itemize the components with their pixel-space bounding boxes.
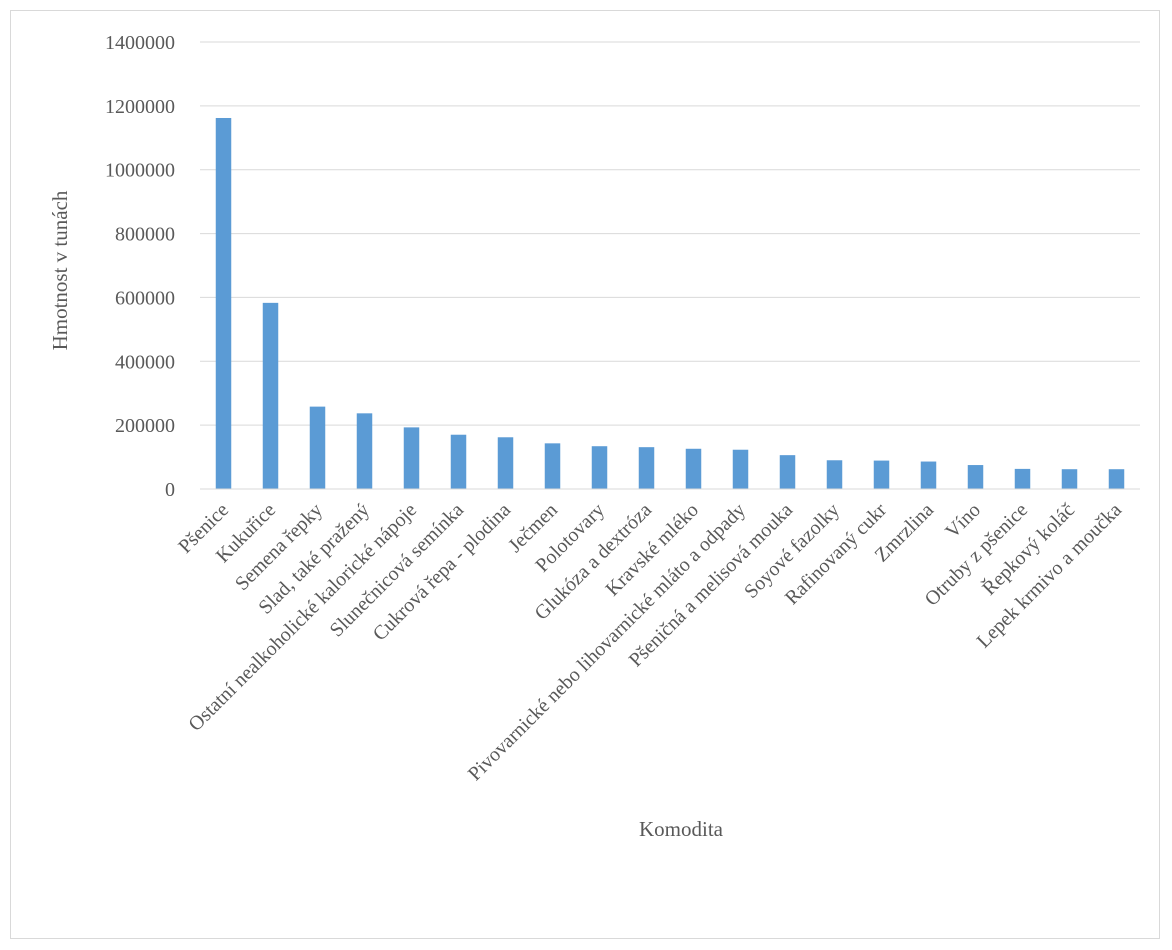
- bar: [874, 461, 890, 489]
- bar: [592, 446, 608, 489]
- y-tick-label: 600000: [115, 287, 175, 309]
- y-tick-label: 400000: [115, 351, 175, 373]
- bar: [404, 427, 420, 489]
- x-axis-title: Komodita: [639, 817, 724, 841]
- bar: [263, 303, 279, 489]
- bar: [451, 435, 467, 489]
- bar: [780, 455, 796, 489]
- bar: [968, 465, 984, 489]
- bars: [216, 118, 1125, 489]
- gridlines: [200, 42, 1140, 425]
- y-tick-label: 1200000: [105, 96, 175, 118]
- bar: [1062, 469, 1078, 489]
- y-tick-label: 1400000: [105, 32, 175, 54]
- bar: [1109, 469, 1125, 489]
- y-axis-ticks: 0 200000 400000 600000 800000 1000000 1200000 1…: [105, 32, 175, 501]
- bar: [686, 449, 702, 489]
- bar: [357, 413, 373, 489]
- bar: [827, 460, 843, 489]
- y-axis-title: Hmotnost v tunách: [48, 190, 72, 350]
- bar: [498, 437, 514, 489]
- y-tick-label: 800000: [115, 224, 175, 246]
- bar: [1015, 469, 1031, 489]
- bar: [639, 447, 655, 489]
- bar: [216, 118, 232, 489]
- bar: [545, 443, 561, 489]
- bar: [310, 407, 326, 489]
- y-tick-label: 1000000: [105, 160, 175, 182]
- y-tick-label: 0: [165, 479, 175, 501]
- bar: [733, 450, 749, 489]
- y-tick-label: 200000: [115, 415, 175, 437]
- bar: [921, 462, 937, 489]
